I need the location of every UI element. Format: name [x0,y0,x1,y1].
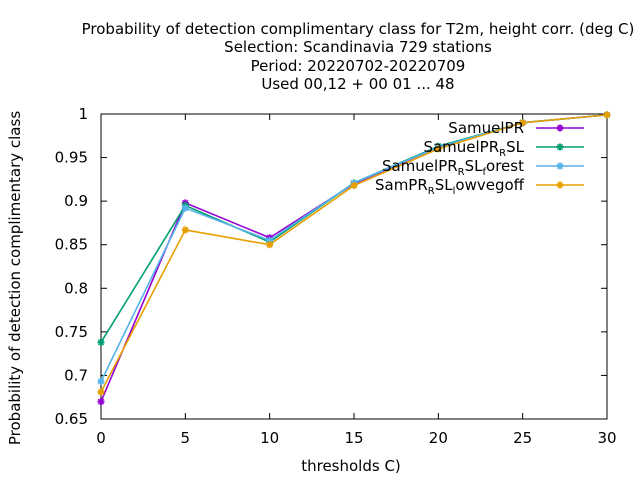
legend-label: SamPRRSLlowvegoff [375,176,525,197]
y-tick-label: 0.9 [64,192,88,210]
plot-frame [100,113,608,420]
y-tick-label: 0.95 [55,149,88,167]
data-point [603,111,611,119]
series-line [100,114,608,382]
legend-marker [556,181,564,189]
legend-entry: SamuelPRRSL [423,138,584,159]
data-point [97,388,105,396]
x-tick-label: 20 [429,429,448,447]
series-1 [97,111,611,406]
title-line-4: Used 00,12 + 00 01 ... 48 [261,75,454,93]
data-point [97,398,105,406]
x-tick-label: 10 [260,429,279,447]
y-tick-label: 0.75 [55,323,88,341]
data-point [97,378,105,386]
data-point [181,226,189,234]
y-axis: 0.65 0.7 0.75 0.8 0.85 0.9 0.95 1 [55,105,607,428]
series-3 [97,111,611,386]
x-tick-label: 5 [181,429,191,447]
series-layer [97,111,611,406]
x-tick-label: 30 [597,429,616,447]
y-tick-label: 0.65 [55,410,88,428]
data-point [519,119,527,127]
series-4 [97,111,611,396]
x-tick-label: 25 [513,429,532,447]
data-point [97,338,105,346]
y-tick-label: 1 [78,105,88,123]
title-line-1: Probability of detection complimentary c… [82,20,635,38]
legend-entry: SamuelPRRSLforest [382,157,584,178]
legend-label: SamuelPR [448,119,524,137]
legend-marker [556,143,564,151]
legend-entry: SamPRRSLlowvegoff [375,176,584,197]
y-tick-label: 0.85 [55,236,88,254]
legend: SamuelPRSamuelPRRSLSamuelPRRSLforestSamP… [375,119,584,197]
legend-marker [556,162,564,170]
legend-label: SamuelPRRSL [423,138,524,159]
title-line-3: Period: 20220702-20220709 [251,57,466,75]
x-tick-label: 15 [344,429,363,447]
y-tick-label: 0.7 [64,366,88,384]
y-tick-label: 0.8 [64,279,88,297]
title-line-2: Selection: Scandinavia 729 stations [224,38,492,56]
chart-title: Probability of detection complimentary c… [82,20,635,93]
legend-entry: SamuelPR [448,119,584,137]
series-line [100,114,608,402]
data-point [266,241,274,249]
legend-label: SamuelPRRSLforest [382,157,524,178]
x-axis-label: thresholds C) [301,457,401,475]
data-point [181,204,189,212]
x-axis: 0 5 10 15 20 25 30 [96,114,617,447]
data-point [350,181,358,189]
series-line [100,114,608,393]
legend-marker [556,124,564,132]
series-line [100,114,608,343]
x-tick-label: 0 [96,429,106,447]
data-point [434,145,442,153]
y-axis-label: Probability of detection complimentary c… [6,111,24,445]
